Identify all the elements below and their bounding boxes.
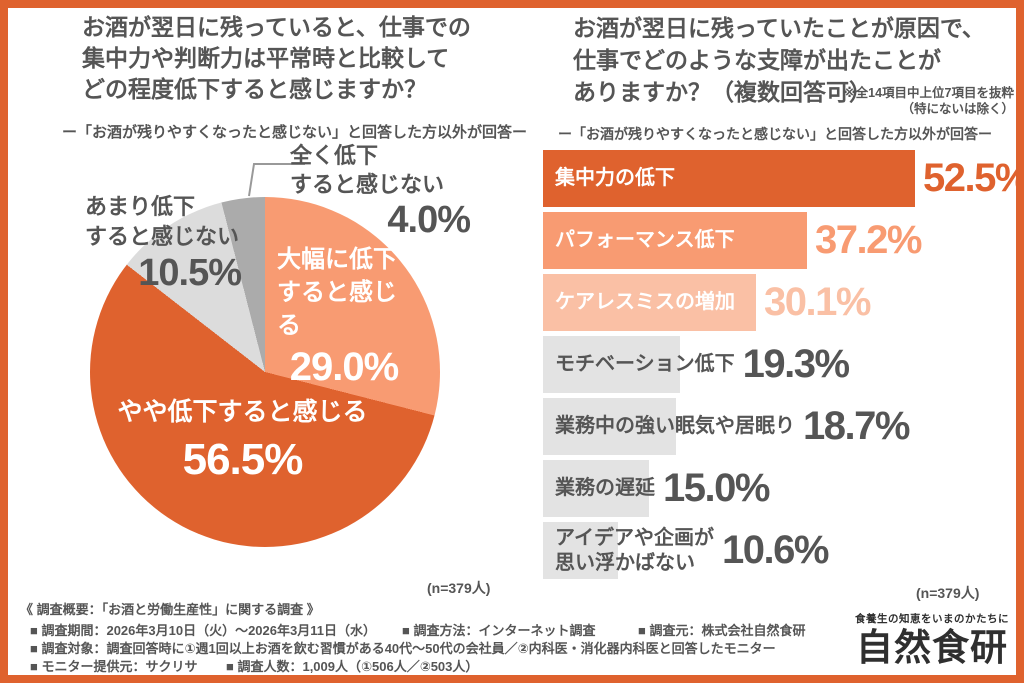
survey-overview-row: ■ モニター提供元：サクリサ ■ 調査人数：1,009人（①506人／②503人… — [30, 656, 478, 675]
bar-value: 52.5% — [923, 156, 1024, 200]
survey-target: ■ 調査対象：調査回答時に①週1回以上お酒を飲む習慣がある40代〜50代の会社員… — [30, 641, 776, 656]
bar-label: 集中力の低下 — [555, 167, 675, 189]
bar-value: 18.7% — [803, 404, 910, 448]
pie-slice-value: 10.5% — [138, 252, 242, 294]
pie-slice-label-slight-decline: やや低下すると感じる 56.5% — [70, 394, 415, 486]
bar — [543, 150, 915, 207]
bar-value: 19.3% — [742, 342, 850, 386]
bar-value: 15.0% — [663, 466, 770, 510]
bar-label: 業務の遅延 — [555, 477, 655, 499]
bar — [543, 460, 649, 517]
pie-chart-title: お酒が翌日に残っていると、仕事での 集中力や判断力は平常時と比較して どの程度低… — [82, 12, 471, 105]
survey-respondent-count: ■ 調査人数：1,009人（①506人／②503人） — [226, 659, 479, 674]
pie-chart-title-line: 集中力や判断力は平常時と比較して — [82, 45, 450, 71]
survey-period: ■ 調査期間：2026年3月10日（火）〜2026年3月11日（水） — [30, 623, 376, 638]
pie-chart-area: 大幅に低下 すると感じる 29.0% やや低下すると感じる 56.5% あまり低… — [10, 140, 530, 610]
bar-chart-title-line: 仕事でどのような支障が出たことが — [573, 47, 941, 73]
pie-slice-value: 4.0% — [387, 199, 471, 241]
pie-slice-label-large-decline: 大幅に低下 すると感じる 29.0% — [277, 243, 411, 390]
bar-row: モチベーション低下 19.3% — [543, 336, 1016, 393]
survey-overview-row: ■ 調査期間：2026年3月10日（火）〜2026年3月11日（水） ■ 調査方… — [30, 620, 805, 639]
pie-chart-title-line: どの程度低下すると感じますか？ — [82, 76, 427, 102]
survey-monitor-provider: ■ モニター提供元：サクリサ — [30, 659, 198, 674]
pie-sample-size: (n=379人) — [427, 580, 491, 596]
bar-row: 業務の遅延 15.0% — [543, 460, 1016, 517]
bar-row: パフォーマンス低下 37.2% — [543, 212, 1016, 269]
bar-label: 業務中の強い眠気や居眠り — [555, 415, 795, 437]
pie-slice-label-little-decline: あまり低下 すると感じない 10.5% — [85, 194, 242, 294]
bar — [543, 274, 756, 331]
bar-value: 10.6% — [722, 528, 829, 572]
logo-name: 自然食研 — [856, 627, 1008, 668]
pie-slice-value: 29.0% — [289, 345, 399, 389]
bar-value: 37.2% — [815, 218, 922, 262]
bar-chart-title: お酒が翌日に残っていたことが原因で、 仕事でどのような支障が出たことが あります… — [573, 12, 985, 108]
bar-value: 30.1% — [764, 280, 871, 324]
bar — [543, 336, 680, 393]
bar — [543, 212, 807, 269]
bar-row: アイデアや企画が 思い浮かばない 10.6% — [543, 522, 1016, 579]
pie-slice-value: 56.5% — [182, 435, 304, 484]
logo-tagline: 食養生の知恵をいまのかたちに — [855, 613, 1009, 625]
bar-label: モチベーション低下 — [555, 353, 735, 375]
bar-row: 業務中の強い眠気や居眠り 18.7% — [543, 398, 1016, 455]
bar-label: パフォーマンス低下 — [555, 229, 735, 251]
bar-chart-title-line: ありますか？（複数回答可） — [573, 79, 872, 105]
bar-chart-title-line: お酒が翌日に残っていたことが原因で、 — [573, 15, 985, 41]
bar-row: ケアレスミスの増加 30.1% — [543, 274, 1016, 331]
bar-chart-subtitle: ー「お酒が残りやすくなったと感じない」と回答した方以外が回答ー — [558, 126, 992, 142]
pie-chart-title-line: お酒が翌日に残っていると、仕事での — [82, 14, 471, 40]
survey-overview-heading: 《 調査概要：「お酒と労働生産性」に関する調査 》 — [20, 602, 320, 617]
logo: 食養生の知恵をいまのかたちに 自然食研 — [853, 611, 1011, 669]
pie-chart — [90, 197, 440, 547]
bar-label: アイデアや企画が 思い浮かばない — [555, 526, 714, 574]
bar-chart-note: ※全14項目中上位7項目を抜粋 （特にないは除く） — [843, 86, 1014, 116]
pie-leader-line — [248, 163, 305, 197]
bar-chart: 集中力の低下 52.5% パフォーマンス低下 37.2% ケアレスミスの増加 — [543, 150, 1024, 584]
survey-source: ■ 調査元：株式会社自然食研 — [638, 623, 806, 638]
bar-row: 集中力の低下 52.5% — [543, 150, 1024, 207]
pie-slice-label-no-decline: 全く低下 すると感じない 4.0% — [290, 143, 471, 241]
bar-sample-size: (n=379人) — [916, 585, 980, 601]
bar — [543, 522, 618, 579]
pie-chart-subtitle: ー「お酒が残りやすくなったと感じない」と回答した方以外が回答ー — [62, 124, 528, 141]
survey-overview-row: ■ 調査対象：調査回答時に①週1回以上お酒を飲む習慣がある40代〜50代の会社員… — [30, 638, 776, 657]
bar — [543, 398, 676, 455]
bar-label: ケアレスミスの増加 — [555, 291, 735, 313]
survey-method: ■ 調査方法：インターネット調査 — [402, 623, 596, 638]
